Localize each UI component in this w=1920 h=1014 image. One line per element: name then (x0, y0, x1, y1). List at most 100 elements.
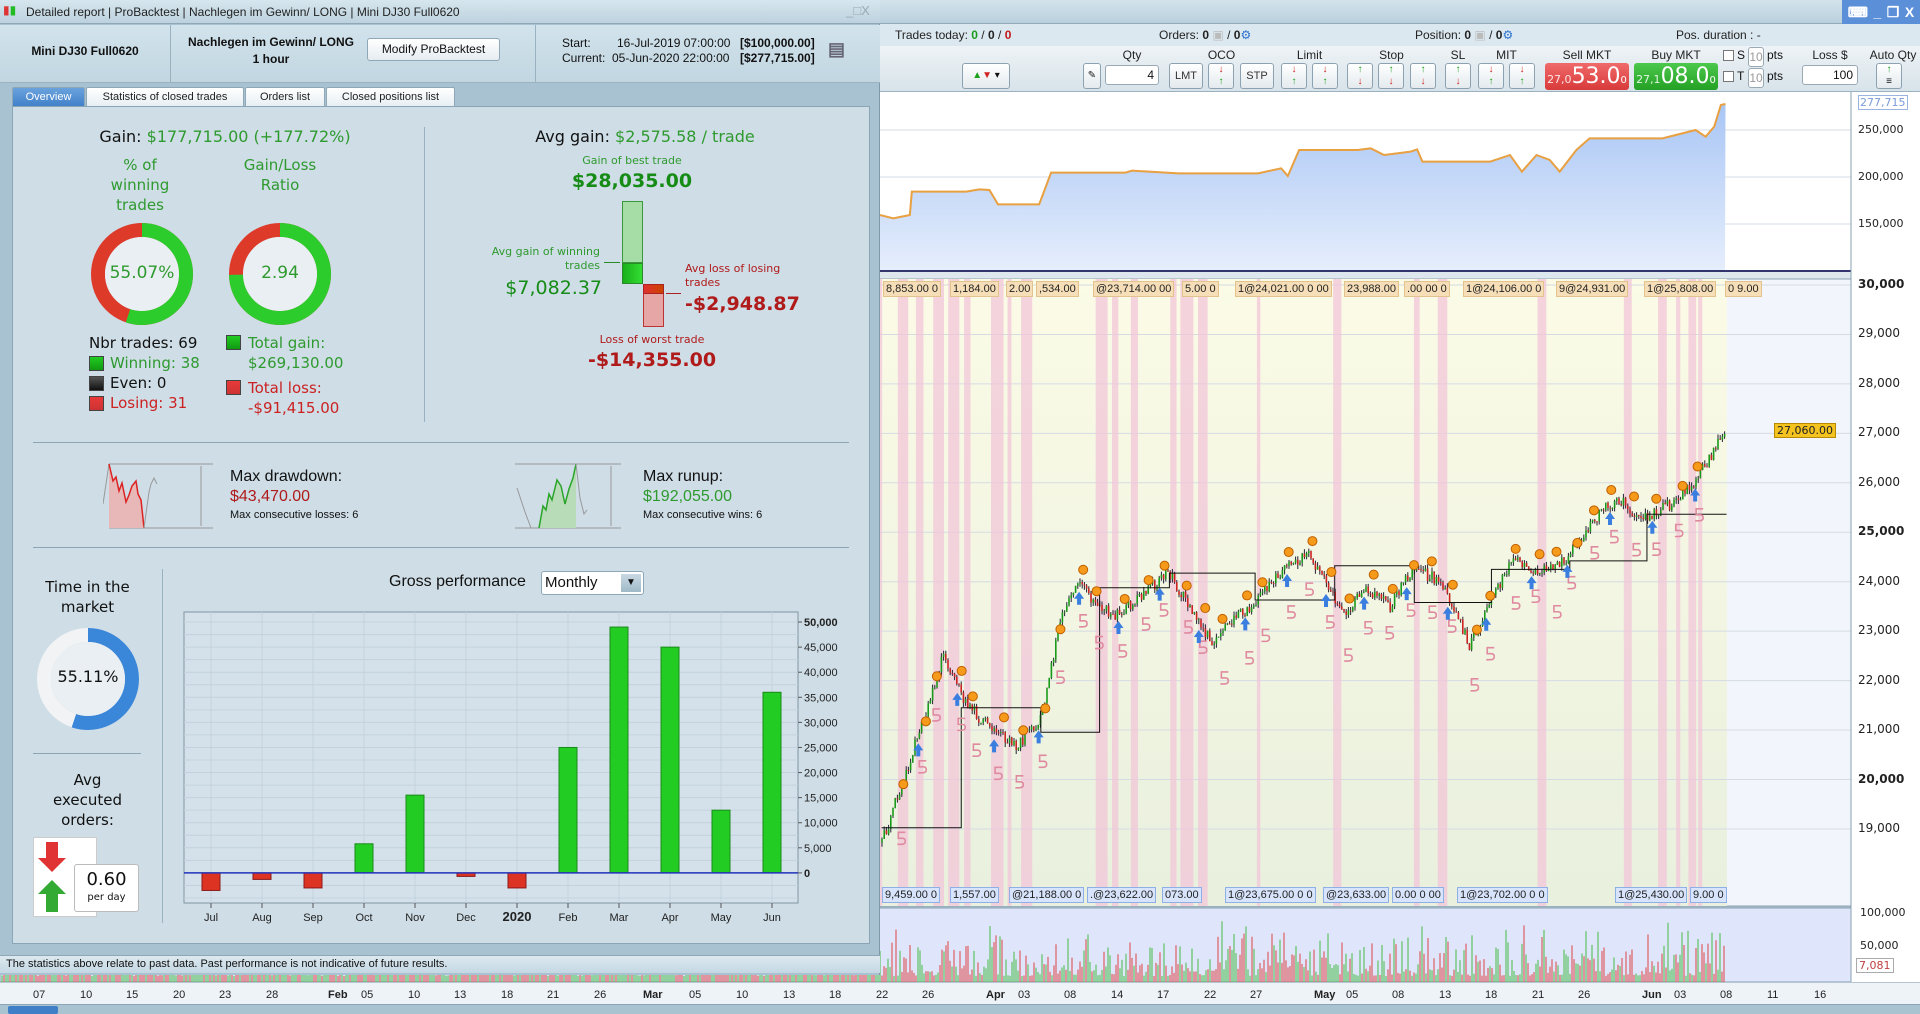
auto-qty-icon[interactable]: ↑ ≡ (1876, 63, 1902, 89)
exit-marker (1056, 670, 1066, 684)
keyboard-icon[interactable]: ⌨ (1847, 3, 1868, 20)
trade-annotation[interactable]: 5.00 0 (1182, 281, 1219, 297)
trade-annotation[interactable]: .00 00 0 (1404, 281, 1450, 297)
trade-annotation[interactable]: 0.00 0 00 (1392, 887, 1444, 903)
candle (1165, 570, 1167, 580)
gear-icon[interactable]: ⚙ (1502, 28, 1514, 42)
order-marker (1629, 491, 1640, 502)
buy-limit-icon[interactable]: ↓ ↑ (1281, 63, 1307, 89)
s-checkbox[interactable] (1723, 50, 1734, 61)
qty-input[interactable]: 4 (1105, 65, 1159, 85)
candle (1178, 591, 1180, 595)
date-axis[interactable] (0, 982, 1920, 1004)
trade-annotation[interactable]: 9,459.00 0 (882, 887, 940, 903)
sell-mkt-button[interactable]: 27,0 53.0 0 (1545, 63, 1629, 90)
trade-annotation[interactable]: 2.00 (1006, 281, 1034, 297)
trade-annotation[interactable]: 1@24,106.00 0 (1463, 281, 1545, 297)
candle (1380, 593, 1383, 599)
tab-closed-positions-list[interactable]: Closed positions list (326, 87, 455, 107)
out-of-market-stripe (1658, 279, 1667, 906)
close-button[interactable]: X (1904, 4, 1915, 20)
stp-button[interactable]: STP (1240, 63, 1274, 89)
trailing-stop-icon[interactable]: ↑ ↓ (1410, 63, 1436, 89)
candle (1360, 592, 1363, 597)
buy-mkt-button[interactable]: 27,1 08.0 0 (1634, 63, 1718, 90)
candle (1308, 551, 1310, 554)
sell-mit-icon[interactable]: ↓ ↑ (1509, 63, 1535, 89)
candle (1723, 433, 1726, 437)
minimize-button[interactable]: _ (846, 3, 854, 18)
restore-button[interactable]: ❐ (1886, 3, 1900, 20)
candle (1299, 562, 1301, 565)
trade-annotation[interactable]: 8,853.00 0 (883, 281, 941, 297)
maximize-button[interactable]: □ (853, 3, 862, 18)
buy-mit-icon[interactable]: ↓ ↑ (1478, 63, 1504, 89)
stop-loss-icon[interactable]: ↑ ↓ (1445, 63, 1471, 89)
gross-period-select[interactable]: Monthly ▼ (541, 571, 644, 595)
trade-annotation[interactable]: .@23,622.00 (1087, 887, 1157, 903)
sell-stop-icon[interactable]: ↑ ↓ (1378, 63, 1404, 89)
candle (1048, 677, 1050, 689)
candle (931, 687, 934, 701)
candle (1635, 515, 1638, 517)
tab-orders-list[interactable]: Orders list (245, 87, 325, 107)
tab-overview[interactable]: Overview (12, 87, 85, 107)
loss-input[interactable]: 100 (1802, 65, 1858, 85)
t-pts-input[interactable]: 10 (1748, 68, 1764, 88)
candle (1244, 615, 1246, 617)
date-label: 26 (1578, 989, 1591, 1001)
trade-annotation[interactable]: 0 9.00 (1725, 281, 1762, 297)
candle (1319, 566, 1321, 571)
price-tick: 23,000 (1858, 623, 1900, 638)
date-label: 05 (1346, 989, 1359, 1001)
trade-annotation[interactable]: 073.00 (1162, 887, 1202, 903)
modify-probacktest-button[interactable]: Modify ProBacktest (367, 38, 500, 61)
ratio-value: 2.94 (261, 263, 299, 283)
close-button[interactable]: X (861, 3, 870, 18)
t-checkbox[interactable] (1723, 71, 1734, 82)
candle (1356, 593, 1358, 599)
wrench-icon[interactable]: ✎ (1083, 63, 1101, 89)
trade-annotation[interactable]: 23,988.00 (1344, 281, 1399, 297)
gear-icon[interactable]: ⚙ (1240, 28, 1252, 42)
close-position-icon[interactable]: ▣ (1474, 28, 1486, 42)
trade-annotation[interactable]: @23,633.00 (1323, 887, 1390, 903)
trade-annotation[interactable]: ,534.00 (1036, 281, 1079, 297)
trade-annotation[interactable]: 1,557.00 (950, 887, 999, 903)
candle (1585, 530, 1587, 538)
trade-annotation[interactable]: 1@24,021.00 0 00 (1235, 281, 1332, 297)
oco-order-icon[interactable]: ↓ ↑ (1208, 63, 1234, 89)
out-of-market-stripe (1688, 279, 1697, 906)
order-marker (1589, 505, 1600, 516)
indicator-chart-icon[interactable]: ▲▼ ▾ (962, 63, 1010, 89)
trade-annotation[interactable]: 1@23,702.00 0 0 (1457, 887, 1548, 903)
trade-annotation[interactable]: 1,184.00 (950, 281, 999, 297)
trade-annotation[interactable]: 1@23,675.00 0 0 (1225, 887, 1316, 903)
candle (1664, 502, 1666, 505)
trade-annotation[interactable]: @23,714.00 00 (1093, 281, 1175, 297)
status-bar (0, 1004, 1920, 1014)
buy-stop-icon[interactable]: ↑ ↓ (1347, 63, 1373, 89)
trade-annotation[interactable]: 9@24,931.00 (1556, 281, 1629, 297)
lmt-button[interactable]: LMT (1169, 63, 1203, 89)
trade-annotation[interactable]: 1@25,430.00 (1615, 887, 1688, 903)
date-label: 18 (501, 989, 514, 1001)
trade-annotation[interactable]: @21,188.00 0 (1009, 887, 1085, 903)
minimize-button[interactable]: _ (1873, 4, 1882, 20)
cancel-orders-icon[interactable]: ▣ (1212, 28, 1224, 42)
candle (1129, 601, 1132, 610)
printer-icon[interactable]: ▤ (828, 39, 846, 59)
tab-statistics-of-closed-trades[interactable]: Statistics of closed trades (86, 87, 244, 107)
trade-annotation[interactable]: 9.00 0 (1690, 887, 1727, 903)
exit-marker (1486, 646, 1496, 661)
bar-aug (252, 872, 272, 880)
date-label: Feb (328, 989, 348, 1001)
candle (975, 706, 978, 719)
sell-limit-icon[interactable]: ↓ ↑ (1312, 63, 1338, 89)
out-of-market-stripe (1112, 279, 1119, 906)
chevron-down-icon[interactable]: ▼ (621, 574, 641, 592)
s-pts-input[interactable]: 10 (1748, 47, 1764, 67)
workspace-tab[interactable] (8, 1006, 58, 1014)
x-tick-label: Dec (456, 912, 476, 924)
trade-annotation[interactable]: 1@25,808.00 (1644, 281, 1717, 297)
